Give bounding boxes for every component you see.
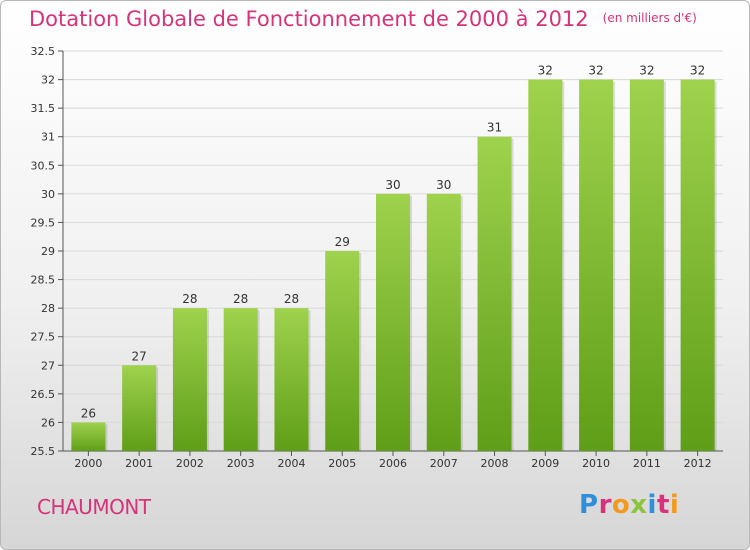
y-tick-label: 31 (41, 131, 55, 144)
x-tick-label-2006: 2006 (379, 457, 407, 470)
bar-2004 (274, 308, 309, 451)
x-tick-label-2008: 2008 (481, 457, 509, 470)
data-label-2010: 32 (588, 64, 603, 78)
y-tick-label: 28 (41, 302, 55, 315)
bar-2005 (325, 251, 360, 451)
city-name: CHAUMONT (37, 495, 151, 519)
x-tick-label-2005: 2005 (328, 457, 356, 470)
logo-letters: Proxiti (579, 490, 680, 520)
data-label-2004: 28 (284, 292, 299, 306)
bar-2006 (376, 193, 410, 451)
y-tick-label: 25.5 (31, 445, 56, 458)
unit-note: (en milliers d'€) (602, 11, 697, 25)
bar-2003 (223, 308, 258, 451)
y-tick-label: 26.5 (31, 388, 56, 401)
data-label-2002: 28 (182, 292, 197, 306)
data-label-2003: 28 (233, 292, 248, 306)
bar-2010 (579, 79, 614, 452)
data-label-2008: 31 (487, 121, 502, 135)
data-label-2012: 32 (690, 64, 705, 78)
bar-2009 (528, 79, 563, 452)
data-label-2000: 26 (81, 406, 96, 420)
x-tick-label-2002: 2002 (176, 457, 204, 470)
y-tick-label: 31.5 (31, 102, 56, 115)
chart-title-text: Dotation Globale de Fonctionnement de 20… (29, 7, 589, 31)
y-tick-label: 27.5 (31, 331, 56, 344)
x-tick-label-2007: 2007 (430, 457, 458, 470)
x-axis-ticks: 2000 2001 2002 2003 2004 2005 2006 2007 2008 2009… (74, 451, 712, 470)
data-label-2009: 32 (538, 64, 553, 78)
bars (71, 79, 717, 452)
bar-2001 (122, 365, 157, 451)
data-label-2005: 29 (335, 235, 350, 249)
data-label-2001: 27 (132, 349, 147, 363)
y-tick-label: 29 (41, 245, 55, 258)
data-label-2006: 30 (385, 178, 400, 192)
y-axis-ticks: 25.5 26 26.5 27 27.5 28 28.5 29 29.5 30 30.5 31 31.5… (31, 45, 63, 458)
y-tick-label: 27 (41, 359, 55, 372)
x-tick-label-2001: 2001 (125, 457, 153, 470)
bar-2008 (477, 136, 512, 451)
bar-2007 (426, 193, 461, 451)
y-tick-label: 32.5 (31, 45, 56, 58)
x-tick-label-2003: 2003 (227, 457, 255, 470)
y-tick-label: 30 (41, 188, 55, 201)
x-tick-label-2000: 2000 (74, 457, 102, 470)
y-tick-label: 26 (41, 416, 55, 429)
chart-title: Dotation Globale de Fonctionnement de 20… (29, 7, 697, 31)
y-tick-label: 30.5 (31, 159, 56, 172)
bar-2012 (680, 79, 715, 452)
x-tick-label-2004: 2004 (277, 457, 305, 470)
x-tick-label-2009: 2009 (531, 457, 559, 470)
data-label-2011: 32 (639, 64, 654, 78)
y-tick-label: 29.5 (31, 216, 56, 229)
x-tick-label-2010: 2010 (582, 457, 610, 470)
bar-2011 (629, 79, 664, 452)
x-tick-label-2012: 2012 (684, 457, 712, 470)
data-labels: 26 27 28 28 28 29 30 30 31 32 32 32 32 (81, 64, 706, 421)
bar-2000 (71, 422, 106, 451)
x-tick-label-2011: 2011 (633, 457, 661, 470)
y-tick-label: 28.5 (31, 274, 56, 287)
proxiti-logo[interactable]: Proxiti (579, 490, 679, 520)
bar-2002 (172, 308, 207, 451)
y-tick-label: 32 (41, 74, 55, 87)
data-label-2007: 30 (436, 178, 451, 192)
